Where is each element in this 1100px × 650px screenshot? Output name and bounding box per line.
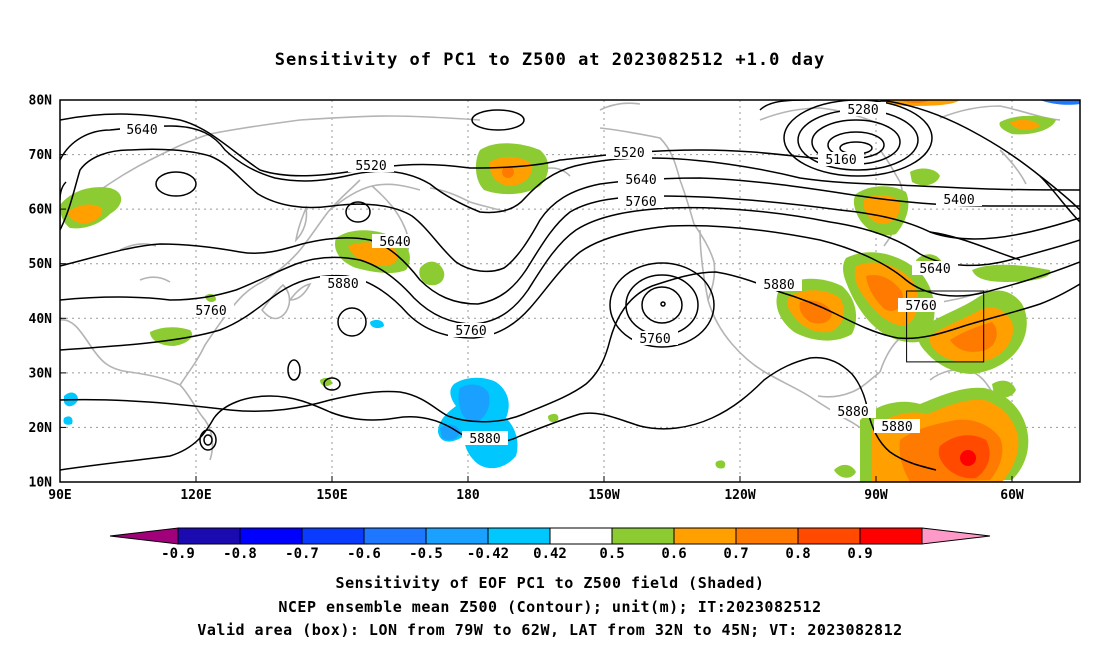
caption-line-2: NCEP ensemble mean Z500 (Contour); unit(…	[278, 598, 822, 616]
colorbar-tick-label: -0.9	[161, 546, 195, 562]
colorbar-box	[859, 527, 923, 545]
colorbar-box	[425, 527, 489, 545]
contour-label: 5760	[455, 324, 486, 339]
colorbar-tick-label: 0.6	[661, 546, 686, 562]
colorbar-tick-label: 0.5	[599, 546, 624, 562]
colorbar-tick-label: 0.7	[723, 546, 748, 562]
lat-label: 10N	[29, 476, 53, 491]
colorbar: -0.9 -0.8 -0.7 -0.6 -0.5 -0.42 0.42 0.5 0.6 0.7 0.…	[109, 527, 991, 562]
colorbar-box	[239, 527, 303, 545]
contour-label: 5880	[837, 405, 868, 420]
contour-label: 5520	[613, 146, 644, 161]
colorbar-tick-label: 0.9	[847, 546, 872, 562]
colorbar-box	[301, 527, 365, 545]
colorbar-box	[673, 527, 737, 545]
colorbar-min-triangle	[109, 527, 179, 545]
contour-label: 5880	[469, 432, 500, 447]
colorbar-max-triangle	[921, 527, 991, 545]
map-title: Sensitivity of PC1 to Z500 at 2023082512…	[274, 50, 826, 70]
lat-label: 20N	[29, 421, 53, 436]
contour-labels: 5640 5520 5520 5640 5760 5280 5160 5400 …	[120, 102, 982, 447]
lon-label: 90E	[48, 488, 71, 503]
lat-label: 80N	[29, 94, 53, 109]
contour-label: 5400	[943, 193, 974, 208]
colorbar-tick-label: -0.7	[285, 546, 319, 562]
contour-label: 5640	[919, 262, 950, 277]
colorbar-tick-label: -0.42	[467, 546, 509, 562]
lon-label: 150E	[316, 488, 347, 503]
contour-label: 5760	[905, 299, 936, 314]
lon-label: 120E	[180, 488, 211, 503]
colorbar-box	[735, 527, 799, 545]
lon-label: 150W	[588, 488, 619, 503]
lat-label: 70N	[29, 148, 53, 163]
contour-label: 5760	[625, 195, 656, 210]
colorbar-box	[487, 527, 551, 545]
contour-label: 5280	[847, 103, 878, 118]
contour-label: 5880	[327, 277, 358, 292]
longitude-axis: 90E 120E 150E 180 150W 120W 90W 60W	[48, 476, 1024, 503]
colorbar-box	[549, 527, 613, 545]
contour-label: 5640	[379, 235, 410, 250]
lat-label: 40N	[29, 312, 53, 327]
caption-line-3: Valid area (box): LON from 79W to 62W, L…	[197, 621, 903, 639]
contour-label: 5760	[195, 304, 226, 319]
colorbar-box	[797, 527, 861, 545]
colorbar-box	[363, 527, 427, 545]
lat-label: 60N	[29, 203, 53, 218]
contour-label: 5640	[126, 123, 157, 138]
contour-label: 5640	[625, 173, 656, 188]
colorbar-tick-label: 0.42	[533, 546, 567, 562]
map-frame	[59, 99, 1081, 483]
latitude-axis: 80N 70N 60N 50N 40N 30N 20N 10N	[29, 94, 66, 491]
colorbar-tick-label: -0.5	[409, 546, 443, 562]
colorbar-tick-label: 0.8	[785, 546, 810, 562]
z500-contours	[60, 100, 1080, 471]
contour-label: 5520	[355, 159, 386, 174]
colorbar-box	[611, 527, 675, 545]
contour-label: 5160	[825, 153, 856, 168]
caption-line-1: Sensitivity of EOF PC1 to Z500 field (Sh…	[335, 574, 765, 592]
graticule	[60, 100, 1080, 482]
lon-label: 90W	[864, 488, 888, 503]
valid-area-box	[906, 290, 985, 363]
contour-label: 5760	[639, 332, 670, 347]
lon-label: 120W	[724, 488, 755, 503]
lat-label: 50N	[29, 257, 53, 272]
colorbar-box	[177, 527, 241, 545]
lat-label: 30N	[29, 366, 53, 381]
lon-label: 60W	[1000, 488, 1024, 503]
shading-negative	[63, 319, 518, 469]
contour-label: 5880	[763, 278, 794, 293]
contour-label: 5880	[881, 420, 912, 435]
colorbar-tick-label: -0.6	[347, 546, 381, 562]
lon-label: 180	[456, 488, 480, 503]
colorbar-tick-label: -0.8	[223, 546, 257, 562]
